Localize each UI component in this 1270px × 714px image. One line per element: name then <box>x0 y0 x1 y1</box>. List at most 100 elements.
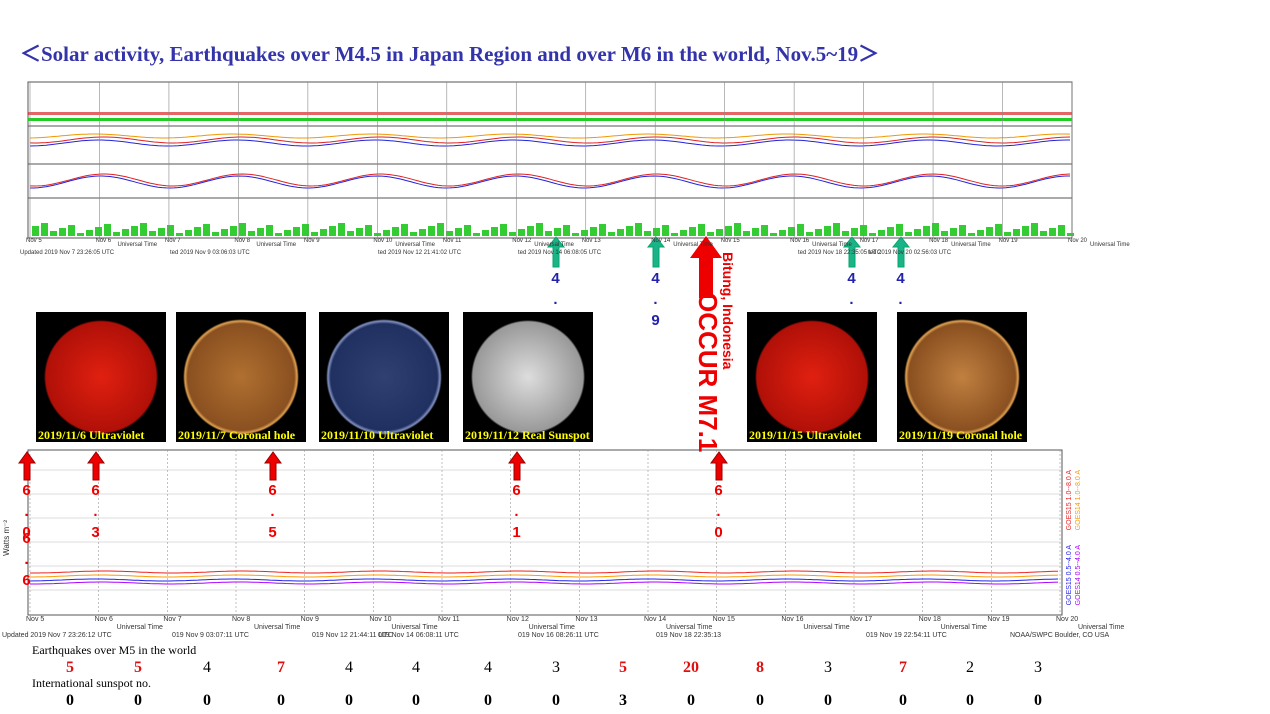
day-label: Nov 17 <box>850 616 873 623</box>
kp-bar <box>1031 223 1038 236</box>
kp-bar <box>734 223 741 236</box>
cell: 0 <box>277 692 285 709</box>
kp-bar <box>338 223 345 236</box>
x-axis-label: Universal Time <box>673 242 713 248</box>
cell: 7 <box>277 659 285 676</box>
cell: 3 <box>1034 659 1042 676</box>
kp-bar <box>977 230 984 236</box>
day-label: Nov 20 <box>1056 616 1079 623</box>
sun-image <box>747 312 877 442</box>
kp-bar <box>599 224 606 236</box>
x-axis-label: Universal Time <box>812 242 852 248</box>
kp-bar <box>554 228 561 236</box>
day-label: Nov 15 <box>712 616 735 623</box>
legend-entry: GOES14 1.0--8.0 A <box>1075 470 1082 531</box>
image-caption: 2019/11/15 Ultraviolet <box>749 428 862 442</box>
cell: 0 <box>203 692 211 709</box>
day-label: Nov 11 <box>442 238 462 244</box>
kp-bar <box>221 229 228 236</box>
update-text: 019 Nov 19 22:54:11 UTC <box>866 632 947 639</box>
green-arrow <box>646 236 666 268</box>
kp-bar <box>914 229 921 236</box>
sun-image <box>176 312 306 442</box>
day-label: Nov 5 <box>26 238 42 244</box>
kp-bar <box>32 226 39 236</box>
kp-bar <box>41 223 48 236</box>
cell: 7 <box>899 659 907 676</box>
green-arrow <box>842 236 862 268</box>
proton-band <box>28 118 1072 121</box>
update-text: 019 Nov 9 03:07:11 UTC <box>172 632 249 639</box>
kp-bar <box>590 227 597 236</box>
kp-bar <box>1013 229 1020 236</box>
kp-bar <box>995 224 1002 236</box>
cell: 3 <box>552 659 560 676</box>
kp-bar <box>707 232 714 236</box>
kp-bar <box>356 228 363 236</box>
day-label: Nov 6 <box>95 238 112 244</box>
kp-bar <box>167 225 174 236</box>
red-arrow <box>264 451 282 481</box>
trace <box>30 581 1059 585</box>
x-axis-label: Universal Time <box>116 624 163 631</box>
day-label: Nov 19 <box>987 616 1010 623</box>
x-axis-label: Universal Time <box>951 242 991 248</box>
kp-bar <box>1004 232 1011 236</box>
x-axis-label: Universal Time <box>534 242 574 248</box>
kp-bar <box>140 223 147 236</box>
day-label: Nov 15 <box>720 238 740 244</box>
kp-bar <box>284 230 291 236</box>
proton-band <box>28 112 1072 115</box>
kp-bar <box>1058 225 1065 236</box>
cell: 5 <box>134 659 142 676</box>
cell: 20 <box>683 659 699 676</box>
kp-bar <box>536 223 543 236</box>
kp-bar <box>122 229 129 236</box>
cell: 4 <box>484 659 492 676</box>
arrow-label: 6.5 <box>264 482 281 545</box>
kp-bar <box>500 224 507 236</box>
cell: 5 <box>66 659 74 676</box>
kp-bar <box>581 230 588 236</box>
kp-bar <box>311 232 318 236</box>
update-text: 019 Nov 14 06:08:11 UTC <box>378 632 459 639</box>
kp-bar <box>392 227 399 236</box>
kp-bar <box>662 225 669 236</box>
kp-bar <box>878 230 885 236</box>
legend-entry: GOES15 1.0--8.0 A <box>1066 470 1073 531</box>
image-caption: 2019/11/12 Real Sunspot <box>465 428 590 442</box>
day-label: Nov 9 <box>303 238 320 244</box>
sun-image <box>897 312 1027 442</box>
kp-bar <box>68 225 75 236</box>
red-arrow <box>87 451 105 481</box>
kp-bar <box>815 229 822 236</box>
kp-bar <box>230 226 237 236</box>
day-label: Nov 20 <box>1068 238 1088 244</box>
kp-bar <box>806 232 813 236</box>
day-label: Nov 16 <box>790 238 810 244</box>
kp-bar <box>158 228 165 236</box>
cell: 0 <box>552 692 560 709</box>
kp-bar <box>401 224 408 236</box>
day-label: Nov 6 <box>94 616 113 623</box>
kp-bar <box>986 227 993 236</box>
update-text: ted 2019 Nov 20 02:56:03 UTC <box>868 250 952 256</box>
kp-bar <box>545 231 552 236</box>
kp-bar <box>824 226 831 236</box>
trace <box>30 175 1070 189</box>
kp-bar <box>950 228 957 236</box>
legend-entry: GOES14 0.5--4.0 A <box>1075 545 1082 606</box>
kp-bar <box>293 227 300 236</box>
kp-bar <box>959 225 966 236</box>
x-axis-label: Universal Time <box>528 624 575 631</box>
kp-bar <box>887 227 894 236</box>
trace <box>29 133 1071 139</box>
update-text: Updated 2019 Nov 7 23:26:05 UTC <box>20 250 115 256</box>
day-label: Nov 10 <box>373 238 393 244</box>
x-axis-label: Universal Time <box>803 624 850 631</box>
trace <box>29 578 1059 582</box>
arrow-label: 6.6 <box>18 530 35 593</box>
kp-bar <box>329 226 336 236</box>
